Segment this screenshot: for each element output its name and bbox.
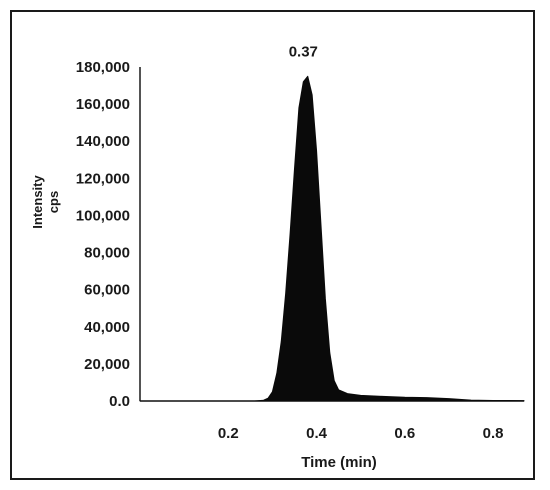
y-tick-label: 140,000: [76, 133, 130, 150]
chart-frame: 0.0 20,000 40,000 60,000 80,000 100,000 120,00…: [10, 10, 535, 480]
y-tick-label: 0.0: [109, 393, 130, 410]
chromatogram-peak-area: [139, 75, 525, 402]
y-tick-label: 60,000: [84, 282, 130, 299]
y-tick-label: 20,000: [84, 356, 130, 373]
y-tick-label: 180,000: [76, 59, 130, 76]
chromatogram-chart: 0.0 20,000 40,000 60,000 80,000 100,000 120,00…: [30, 43, 525, 471]
series: [139, 75, 525, 402]
y-tick-label: 80,000: [84, 245, 130, 262]
y-tick-label: 100,000: [76, 207, 130, 224]
y-tick-label: 160,000: [76, 96, 130, 113]
x-tick-label: 0.6: [394, 425, 415, 442]
x-tick-labels: 0.2 0.4 0.6 0.8: [218, 425, 504, 442]
y-tick-label: 120,000: [76, 170, 130, 187]
x-tick-label: 0.2: [218, 425, 239, 442]
x-tick-label: 0.4: [306, 425, 328, 442]
y-tick-labels: 0.0 20,000 40,000 60,000 80,000 100,000 120,00…: [76, 59, 130, 410]
peak-retention-label: 0.37: [289, 43, 318, 60]
y-axis-label: Intensity cps: [30, 175, 61, 229]
annotations: 0.37: [289, 43, 318, 60]
y-axis-label-line: cps: [46, 191, 61, 213]
x-tick-label: 0.8: [483, 425, 504, 442]
x-axis-label: Time (min): [301, 454, 377, 471]
y-tick-label: 40,000: [84, 319, 130, 336]
y-axis-label-line: Intensity: [30, 175, 45, 229]
